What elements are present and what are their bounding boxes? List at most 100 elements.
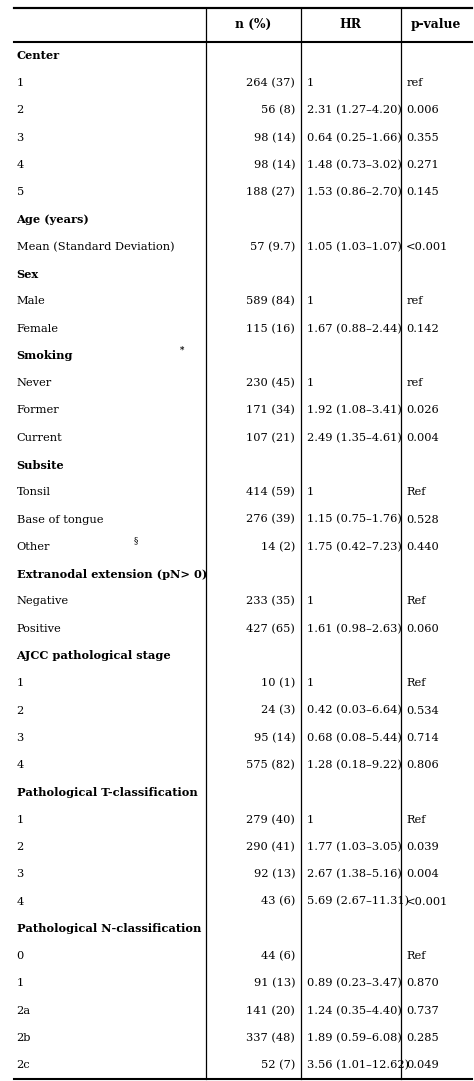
Text: 575 (82): 575 (82) bbox=[246, 760, 295, 771]
Text: 10 (1): 10 (1) bbox=[261, 678, 295, 689]
Text: 0.806: 0.806 bbox=[406, 760, 439, 770]
Text: Male: Male bbox=[17, 296, 46, 306]
Text: 3: 3 bbox=[17, 733, 24, 743]
Text: 115 (16): 115 (16) bbox=[246, 323, 295, 334]
Text: 427 (65): 427 (65) bbox=[246, 624, 295, 633]
Text: 2c: 2c bbox=[17, 1060, 30, 1070]
Text: ref: ref bbox=[406, 296, 423, 306]
Text: 279 (40): 279 (40) bbox=[246, 814, 295, 825]
Text: 0.060: 0.060 bbox=[406, 624, 439, 633]
Text: 0.004: 0.004 bbox=[406, 432, 439, 443]
Text: 1.89 (0.59–6.08): 1.89 (0.59–6.08) bbox=[307, 1032, 401, 1043]
Text: 98 (14): 98 (14) bbox=[254, 160, 295, 170]
Text: <0.001: <0.001 bbox=[406, 242, 448, 252]
Text: 0.89 (0.23–3.47): 0.89 (0.23–3.47) bbox=[307, 978, 401, 988]
Text: Former: Former bbox=[17, 405, 59, 415]
Text: 1.15 (0.75–1.76): 1.15 (0.75–1.76) bbox=[307, 515, 401, 524]
Text: 1: 1 bbox=[307, 296, 314, 306]
Text: 0.68 (0.08–5.44): 0.68 (0.08–5.44) bbox=[307, 733, 401, 743]
Text: 0.285: 0.285 bbox=[406, 1033, 439, 1043]
Text: 276 (39): 276 (39) bbox=[246, 515, 295, 524]
Text: ref: ref bbox=[406, 378, 423, 388]
Text: 24 (3): 24 (3) bbox=[261, 706, 295, 716]
Text: *: * bbox=[180, 346, 184, 355]
Text: 290 (41): 290 (41) bbox=[246, 842, 295, 852]
Text: 1: 1 bbox=[307, 378, 314, 388]
Text: 589 (84): 589 (84) bbox=[246, 296, 295, 307]
Text: 0.006: 0.006 bbox=[406, 105, 439, 116]
Text: 1.53 (0.86–2.70): 1.53 (0.86–2.70) bbox=[307, 187, 401, 198]
Text: 0.42 (0.03–6.64): 0.42 (0.03–6.64) bbox=[307, 706, 401, 716]
Text: 2: 2 bbox=[17, 706, 24, 716]
Text: 92 (13): 92 (13) bbox=[254, 869, 295, 879]
Text: 0: 0 bbox=[17, 951, 24, 961]
Text: 14 (2): 14 (2) bbox=[261, 542, 295, 552]
Text: 0.142: 0.142 bbox=[406, 323, 439, 334]
Text: 2b: 2b bbox=[17, 1033, 31, 1043]
Text: Smoking: Smoking bbox=[17, 350, 73, 361]
Text: 1.75 (0.42–7.23): 1.75 (0.42–7.23) bbox=[307, 542, 401, 552]
Text: HR: HR bbox=[340, 18, 362, 31]
Text: 1: 1 bbox=[307, 597, 314, 606]
Text: 264 (37): 264 (37) bbox=[246, 78, 295, 89]
Text: 2.49 (1.35–4.61): 2.49 (1.35–4.61) bbox=[307, 432, 401, 443]
Text: 414 (59): 414 (59) bbox=[246, 488, 295, 497]
Text: 56 (8): 56 (8) bbox=[261, 105, 295, 116]
Text: 0.049: 0.049 bbox=[406, 1060, 439, 1070]
Text: Female: Female bbox=[17, 323, 59, 334]
Text: Negative: Negative bbox=[17, 597, 69, 606]
Text: 2a: 2a bbox=[17, 1005, 31, 1016]
Text: 0.026: 0.026 bbox=[406, 405, 439, 415]
Text: 1: 1 bbox=[17, 678, 24, 689]
Text: 3.56 (1.01–12.62): 3.56 (1.01–12.62) bbox=[307, 1060, 409, 1070]
Text: §: § bbox=[133, 536, 137, 545]
Text: 1: 1 bbox=[17, 978, 24, 988]
Text: AJCC pathological stage: AJCC pathological stage bbox=[17, 651, 171, 662]
Text: 1: 1 bbox=[307, 815, 314, 825]
Text: 98 (14): 98 (14) bbox=[254, 133, 295, 143]
Text: 233 (35): 233 (35) bbox=[246, 597, 295, 606]
Text: 0.714: 0.714 bbox=[406, 733, 439, 743]
Text: 2: 2 bbox=[17, 105, 24, 116]
Text: 5.69 (2.67–11.31): 5.69 (2.67–11.31) bbox=[307, 896, 409, 907]
Text: 4: 4 bbox=[17, 896, 24, 907]
Text: Ref: Ref bbox=[406, 678, 426, 689]
Text: 91 (13): 91 (13) bbox=[254, 978, 295, 988]
Text: Sex: Sex bbox=[17, 268, 39, 280]
Text: 52 (7): 52 (7) bbox=[261, 1060, 295, 1070]
Text: 1.28 (0.18–9.22): 1.28 (0.18–9.22) bbox=[307, 760, 401, 771]
Text: 3: 3 bbox=[17, 133, 24, 143]
Text: 1.61 (0.98–2.63): 1.61 (0.98–2.63) bbox=[307, 624, 401, 633]
Text: 0.145: 0.145 bbox=[406, 187, 439, 197]
Text: 1.24 (0.35–4.40): 1.24 (0.35–4.40) bbox=[307, 1005, 401, 1016]
Text: 1.48 (0.73–3.02): 1.48 (0.73–3.02) bbox=[307, 160, 401, 170]
Text: 1: 1 bbox=[307, 488, 314, 497]
Text: 0.271: 0.271 bbox=[406, 160, 439, 170]
Text: 0.355: 0.355 bbox=[406, 133, 439, 143]
Text: Extranodal extension (pN> 0): Extranodal extension (pN> 0) bbox=[17, 569, 207, 579]
Text: 1.67 (0.88–2.44): 1.67 (0.88–2.44) bbox=[307, 323, 401, 334]
Text: 0.440: 0.440 bbox=[406, 542, 439, 552]
Text: 188 (27): 188 (27) bbox=[246, 187, 295, 198]
Text: 1.77 (1.03–3.05): 1.77 (1.03–3.05) bbox=[307, 842, 401, 852]
Text: 3: 3 bbox=[17, 869, 24, 879]
Text: 1: 1 bbox=[17, 815, 24, 825]
Text: ref: ref bbox=[406, 78, 423, 88]
Text: Pathological T-classification: Pathological T-classification bbox=[17, 787, 197, 798]
Text: 4: 4 bbox=[17, 760, 24, 770]
Text: 337 (48): 337 (48) bbox=[246, 1032, 295, 1043]
Text: 5: 5 bbox=[17, 187, 24, 197]
Text: <0.001: <0.001 bbox=[406, 896, 448, 907]
Text: 1.05 (1.03–1.07): 1.05 (1.03–1.07) bbox=[307, 242, 401, 252]
Text: Age (years): Age (years) bbox=[17, 214, 90, 225]
Text: 141 (20): 141 (20) bbox=[246, 1005, 295, 1016]
Text: 95 (14): 95 (14) bbox=[254, 733, 295, 743]
Text: 0.534: 0.534 bbox=[406, 706, 439, 716]
Text: 0.528: 0.528 bbox=[406, 515, 439, 524]
Text: Base of tongue: Base of tongue bbox=[17, 515, 103, 524]
Text: 230 (45): 230 (45) bbox=[246, 378, 295, 388]
Text: 4: 4 bbox=[17, 160, 24, 170]
Text: Never: Never bbox=[17, 378, 52, 388]
Text: 107 (21): 107 (21) bbox=[246, 432, 295, 443]
Text: Current: Current bbox=[17, 432, 63, 443]
